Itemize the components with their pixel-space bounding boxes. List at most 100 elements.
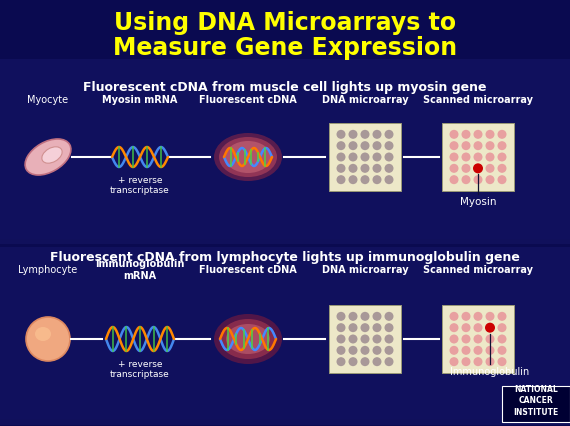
Circle shape <box>498 312 507 321</box>
Bar <box>0 365 570 367</box>
Circle shape <box>385 323 393 332</box>
Circle shape <box>450 312 458 321</box>
Circle shape <box>474 335 482 344</box>
Circle shape <box>498 357 507 366</box>
Circle shape <box>385 153 393 162</box>
Circle shape <box>348 176 357 185</box>
Bar <box>0 80 570 82</box>
Bar <box>0 167 570 170</box>
Bar <box>0 375 570 377</box>
Bar <box>0 96 570 98</box>
Bar <box>0 268 570 269</box>
Bar <box>0 287 570 289</box>
Ellipse shape <box>226 324 270 354</box>
Bar <box>0 299 570 301</box>
Bar <box>0 327 570 329</box>
Bar <box>0 154 570 155</box>
Bar <box>0 207 570 210</box>
Bar <box>0 140 570 142</box>
Bar <box>0 341 570 343</box>
Bar <box>0 120 570 122</box>
Circle shape <box>474 323 482 332</box>
Ellipse shape <box>214 134 282 181</box>
Ellipse shape <box>220 319 276 359</box>
Bar <box>0 411 570 413</box>
Bar <box>0 158 570 160</box>
Bar <box>0 198 570 199</box>
Circle shape <box>474 312 482 321</box>
Bar <box>0 363 570 365</box>
Circle shape <box>485 323 495 333</box>
Circle shape <box>450 130 458 139</box>
Circle shape <box>385 335 393 344</box>
Circle shape <box>473 164 483 174</box>
Bar <box>0 253 570 256</box>
Bar <box>0 118 570 120</box>
Bar <box>0 313 570 315</box>
Bar <box>0 347 570 349</box>
Bar <box>0 349 570 351</box>
Bar <box>0 132 570 134</box>
Bar <box>0 248 570 425</box>
Bar <box>0 415 570 417</box>
Bar <box>0 405 570 407</box>
Bar <box>0 62 570 64</box>
Circle shape <box>486 130 495 139</box>
Circle shape <box>373 312 381 321</box>
Bar <box>0 88 570 90</box>
Circle shape <box>360 130 369 139</box>
Bar <box>0 150 570 152</box>
Bar <box>0 279 570 281</box>
Bar <box>0 417 570 419</box>
Circle shape <box>498 142 507 151</box>
Circle shape <box>336 176 345 185</box>
Circle shape <box>462 164 470 173</box>
Bar <box>0 90 570 92</box>
Bar <box>0 130 570 132</box>
Bar <box>0 285 570 287</box>
Circle shape <box>462 153 470 162</box>
Circle shape <box>360 153 369 162</box>
Bar <box>0 124 570 126</box>
Bar <box>0 155 570 158</box>
Circle shape <box>360 357 369 366</box>
Bar <box>0 172 570 173</box>
Bar <box>0 389 570 391</box>
Circle shape <box>498 164 507 173</box>
Bar <box>0 321 570 323</box>
Bar <box>0 343 570 345</box>
Circle shape <box>486 164 495 173</box>
Text: Scanned microarray: Scanned microarray <box>423 95 533 105</box>
Bar <box>0 377 570 379</box>
Bar <box>442 124 514 192</box>
Circle shape <box>360 323 369 332</box>
Circle shape <box>360 164 369 173</box>
Bar <box>0 108 570 110</box>
Bar <box>0 294 570 295</box>
Bar <box>0 142 570 144</box>
Bar <box>0 335 570 337</box>
Bar <box>0 64 570 66</box>
Circle shape <box>348 130 357 139</box>
Circle shape <box>450 176 458 185</box>
Circle shape <box>336 164 345 173</box>
Bar <box>0 72 570 74</box>
Bar <box>0 295 570 297</box>
Bar <box>0 60 570 62</box>
Circle shape <box>486 142 495 151</box>
Circle shape <box>486 176 495 185</box>
Bar <box>0 84 570 86</box>
Text: Scanned microarray: Scanned microarray <box>423 265 533 274</box>
Bar <box>502 386 570 422</box>
Bar <box>0 192 570 193</box>
Text: DNA microarray: DNA microarray <box>321 95 408 105</box>
Bar <box>0 184 570 186</box>
Circle shape <box>474 142 482 151</box>
Bar <box>0 401 570 403</box>
Circle shape <box>373 164 381 173</box>
Bar <box>0 187 570 190</box>
Text: Fluorescent cDNA from muscle cell lights up myosin gene: Fluorescent cDNA from muscle cell lights… <box>83 81 487 94</box>
Ellipse shape <box>219 138 277 178</box>
Circle shape <box>373 323 381 332</box>
Bar <box>0 146 570 148</box>
